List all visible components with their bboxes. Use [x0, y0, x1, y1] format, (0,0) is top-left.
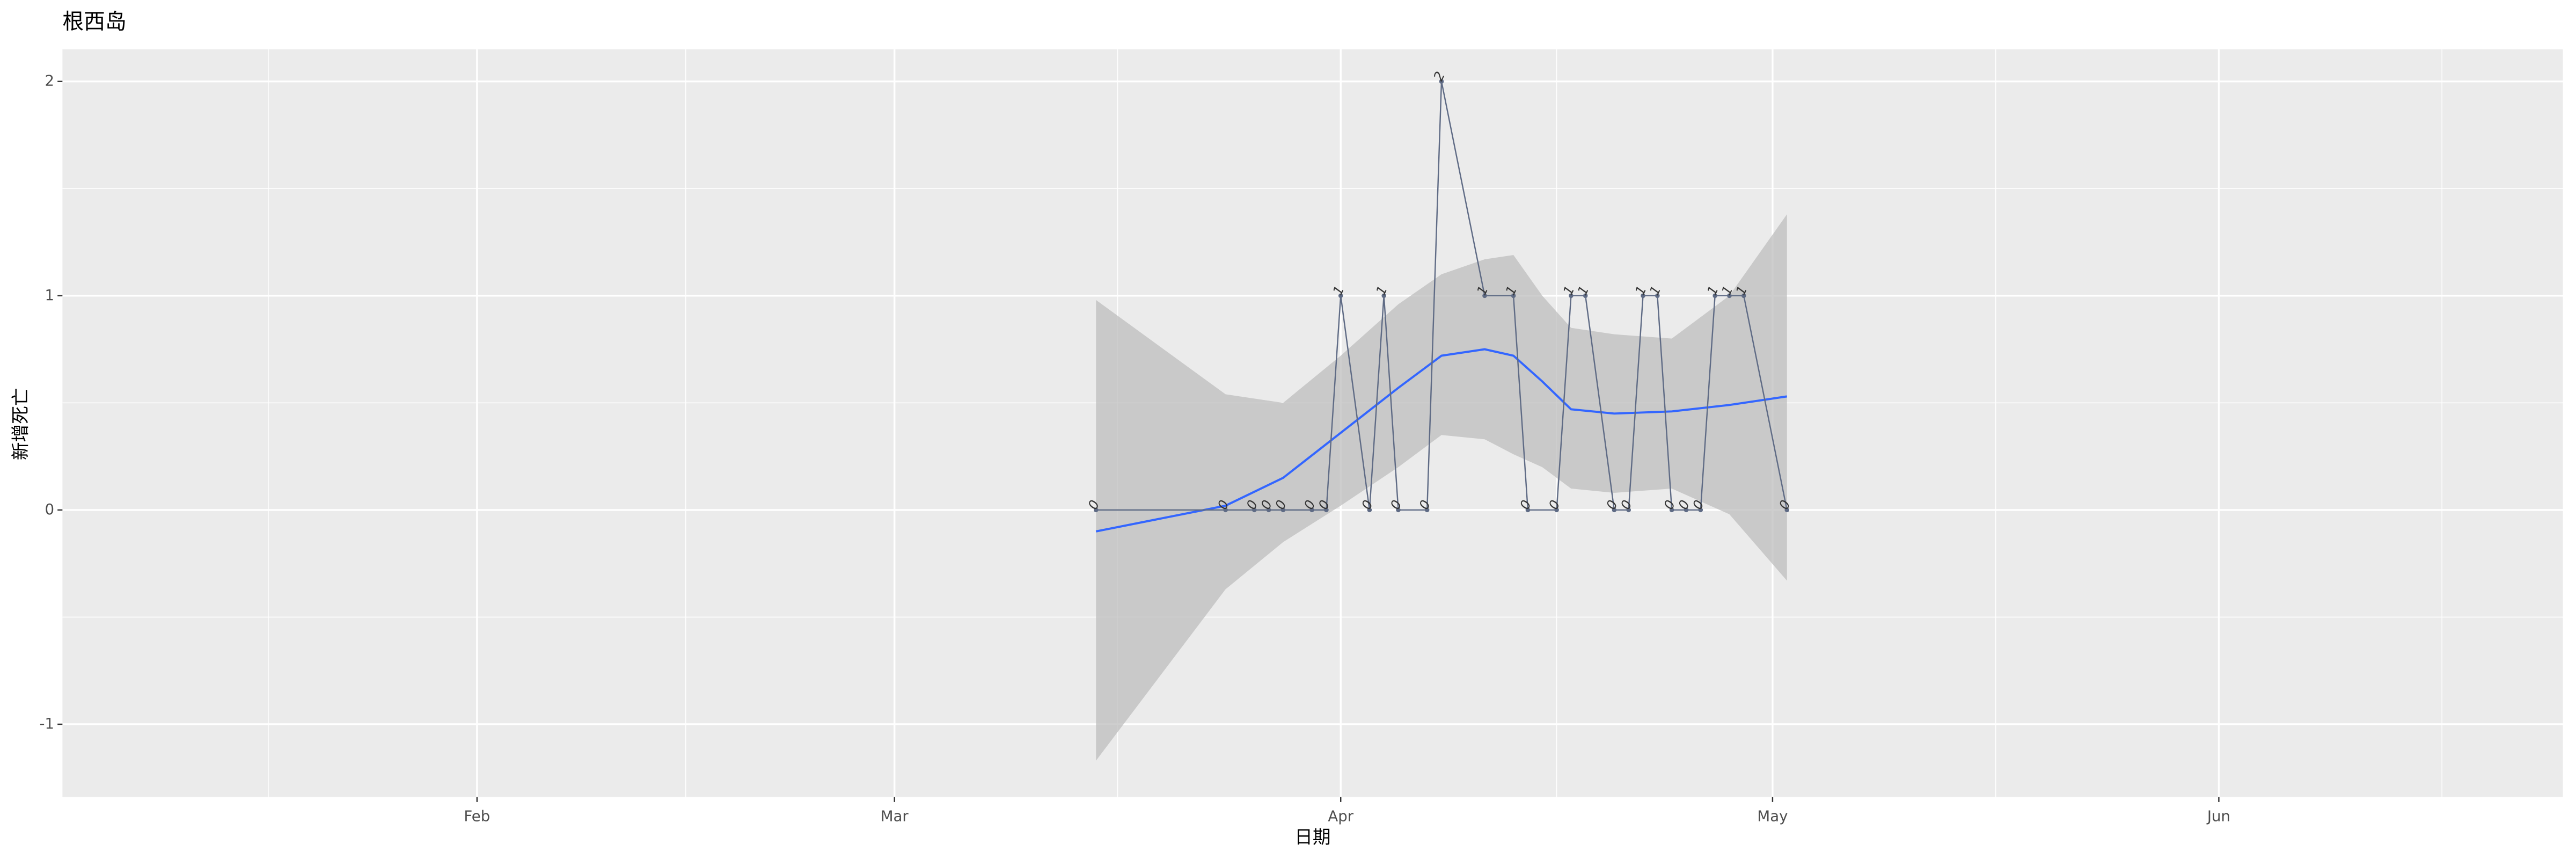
- data-point: [1583, 293, 1588, 299]
- confidence-band: [1096, 214, 1787, 761]
- y-tick-label: 2: [45, 72, 55, 90]
- data-point: [1367, 507, 1372, 513]
- data-point: [1252, 507, 1257, 513]
- data-point: [1396, 507, 1401, 513]
- x-tick-label: Apr: [1328, 807, 1353, 825]
- smooth-line: [1095, 348, 1788, 533]
- data-point: [1511, 293, 1516, 299]
- data-point: [1324, 507, 1329, 513]
- y-tick-label: 1: [45, 287, 55, 304]
- data-point: [1439, 79, 1444, 84]
- data-point: [1309, 507, 1314, 513]
- data-point: [1093, 507, 1099, 513]
- data-point: [1266, 507, 1271, 513]
- x-tick-label: Mar: [881, 807, 909, 825]
- data-line: [1096, 81, 1788, 511]
- data-point: [1569, 293, 1574, 299]
- data-point: [1741, 293, 1746, 299]
- y-tick-label: 0: [45, 501, 55, 518]
- data-point: [1713, 293, 1717, 299]
- data-point: [1784, 507, 1790, 513]
- data-point: [1727, 293, 1732, 299]
- data-point: [1669, 507, 1674, 513]
- data-point: [1684, 507, 1689, 513]
- chart-title: 根西岛: [62, 9, 126, 34]
- data-point: [1655, 293, 1660, 299]
- data-point: [1612, 507, 1617, 513]
- data-point: [1223, 507, 1228, 513]
- y-tick-label: -1: [40, 715, 54, 732]
- data-point: [1626, 507, 1631, 513]
- data-point: [1698, 507, 1703, 513]
- data-point: [1381, 293, 1386, 299]
- data-point: [1482, 293, 1487, 299]
- x-tick-label: Feb: [464, 807, 490, 825]
- data-point: [1280, 507, 1286, 513]
- data-point: [1641, 293, 1645, 299]
- data-point: [1554, 507, 1559, 513]
- x-tick-label: Jun: [2206, 807, 2230, 825]
- data-point: [1424, 507, 1430, 513]
- y-axis-title: 新增死亡: [10, 388, 31, 460]
- x-tick-label: May: [1757, 807, 1788, 825]
- data-point: [1525, 507, 1531, 513]
- x-axis-title: 日期: [1294, 827, 1330, 848]
- data-point: [1338, 293, 1343, 299]
